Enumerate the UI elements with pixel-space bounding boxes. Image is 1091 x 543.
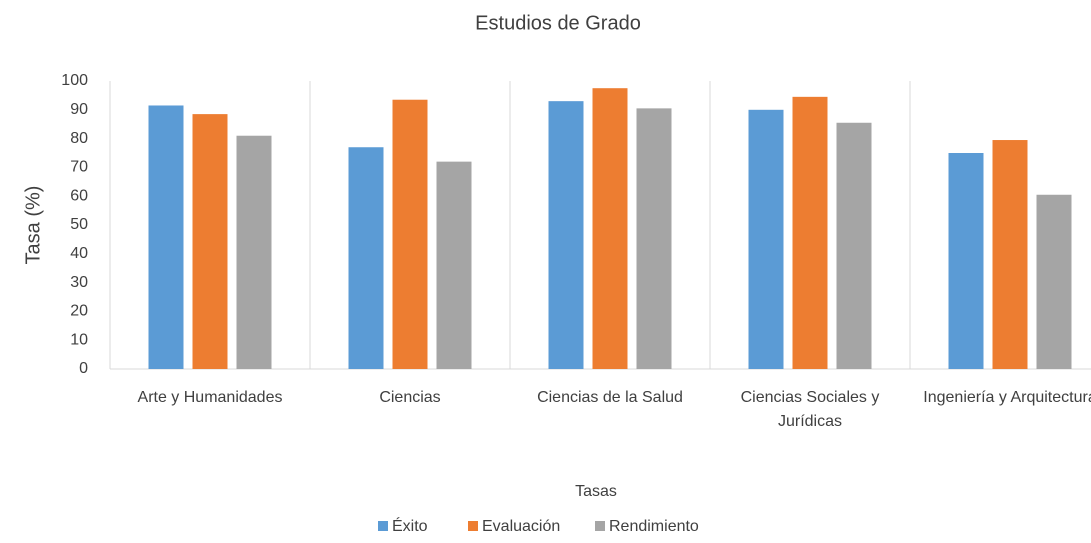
legend-label: Evaluación	[482, 518, 560, 535]
chart-title: Estudios de Grado	[475, 12, 641, 34]
y-tick-label: 80	[70, 130, 88, 147]
bar	[836, 122, 872, 369]
bar	[192, 114, 228, 370]
y-tick-label: 90	[70, 101, 88, 118]
bar	[148, 105, 184, 369]
bar	[792, 96, 828, 369]
legend-swatch	[595, 521, 605, 531]
bar	[636, 108, 672, 370]
y-tick-label: 20	[70, 303, 88, 320]
x-axis-label: Tasas	[575, 483, 617, 500]
bar	[748, 109, 784, 370]
y-tick-label: 70	[70, 159, 88, 176]
y-tick-label: 0	[79, 360, 88, 377]
bar	[548, 101, 584, 369]
bar	[1036, 194, 1072, 369]
y-tick-label: 30	[70, 274, 88, 291]
y-tick-label: 40	[70, 245, 88, 262]
bar	[236, 135, 272, 369]
x-tick-label: Ciencias Sociales y Jurídicas	[740, 389, 880, 430]
bar	[948, 153, 984, 369]
x-tick-label: Ingeniería y Arquitectura	[923, 389, 1091, 406]
legend-label: Éxito	[392, 516, 428, 535]
legend-swatch	[378, 521, 388, 531]
y-tick-label: 60	[70, 187, 88, 204]
legend-label: Rendimiento	[609, 518, 699, 535]
y-tick-label: 10	[70, 331, 88, 348]
x-tick-label: Ciencias de la Salud	[537, 389, 683, 406]
bar	[392, 99, 428, 369]
bar	[592, 88, 628, 369]
y-tick-label: 50	[70, 216, 88, 233]
bar	[348, 147, 384, 369]
y-tick-label: 100	[61, 72, 88, 89]
bar	[436, 161, 472, 369]
bar	[992, 140, 1028, 369]
x-tick-label: Arte y Humanidades	[137, 389, 283, 406]
x-tick-label: Ciencias	[379, 389, 441, 406]
y-axis-label: Tasa (%)	[22, 186, 44, 265]
legend-swatch	[468, 521, 478, 531]
